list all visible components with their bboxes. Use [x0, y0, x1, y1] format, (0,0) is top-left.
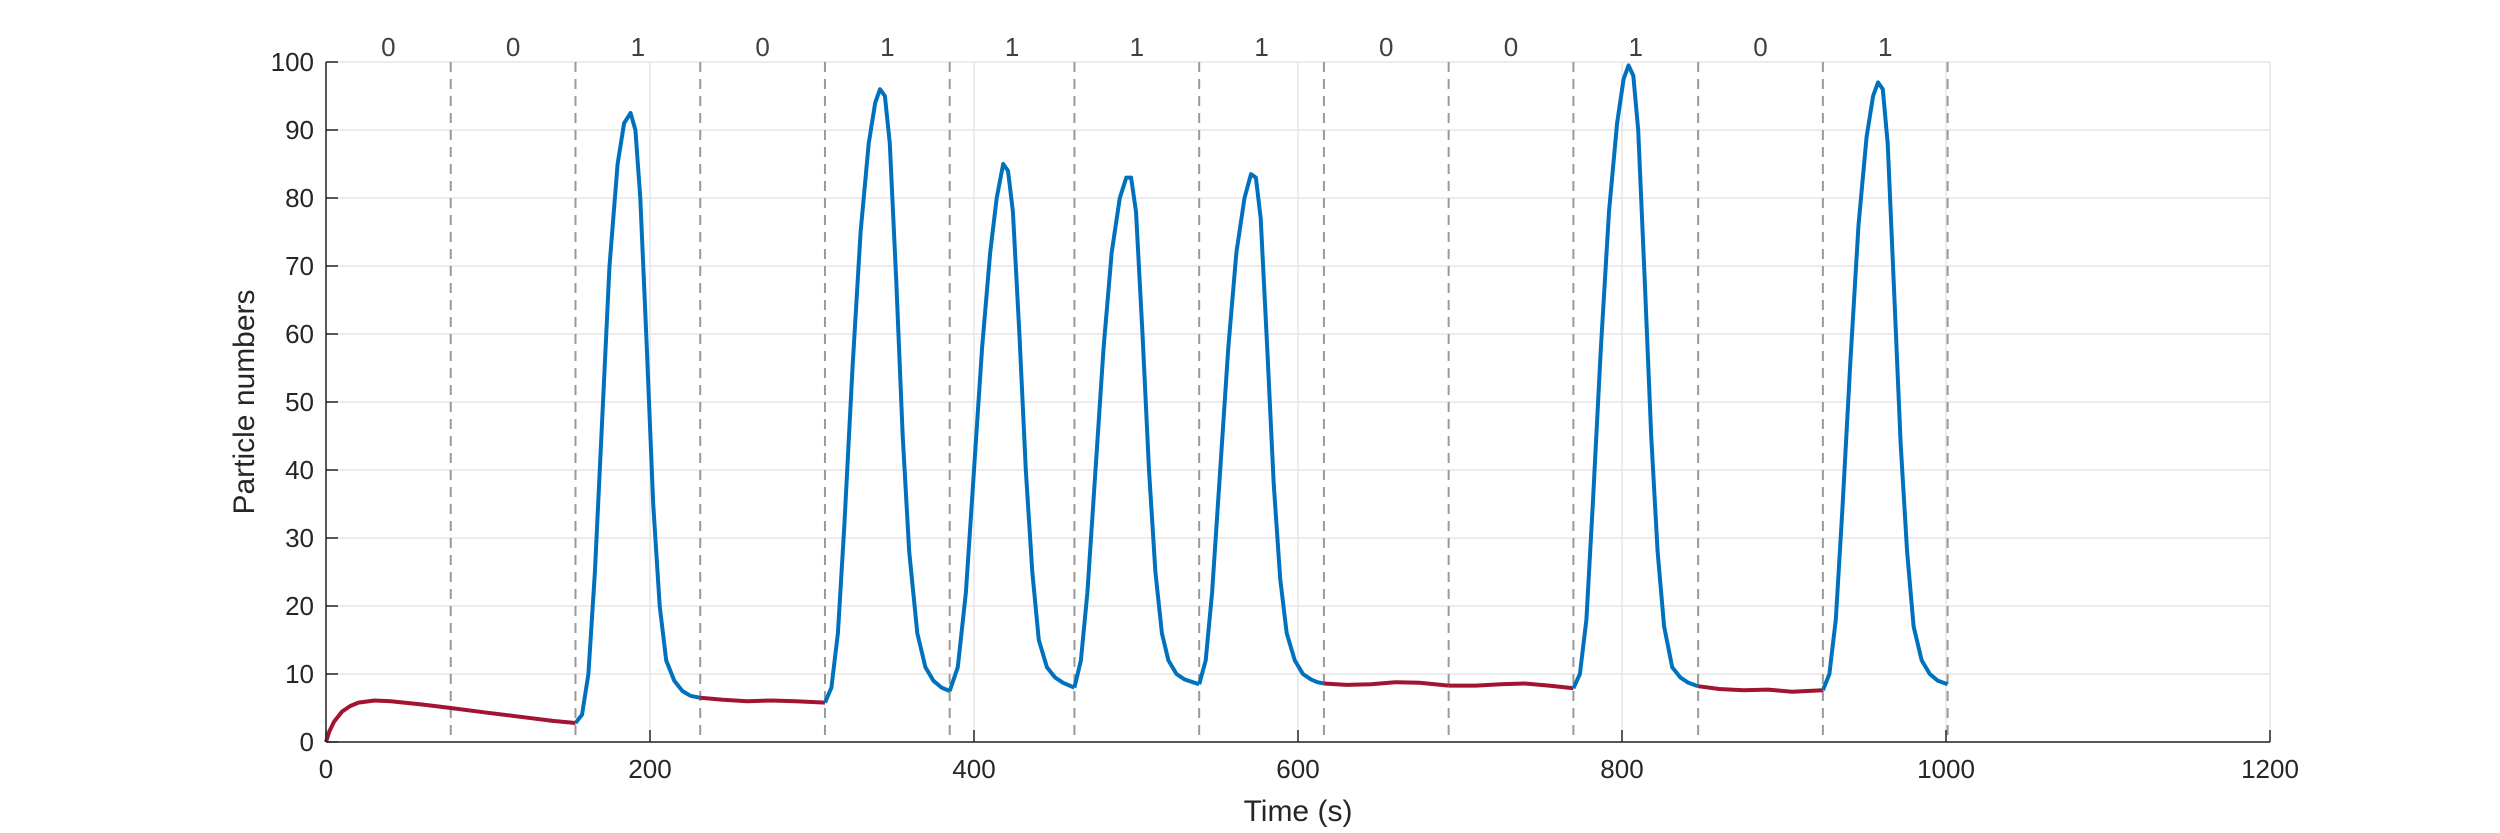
y-tick-label: 20 — [285, 591, 314, 621]
segment-bit-label: 0 — [506, 32, 520, 62]
y-tick-label: 40 — [285, 455, 314, 485]
y-tick-label: 80 — [285, 183, 314, 213]
y-tick-label: 70 — [285, 251, 314, 281]
segment-separator-layer — [449, 62, 1949, 742]
x-tick-label: 200 — [628, 754, 671, 784]
series-line-segment-11-bit-0 — [1697, 684, 1823, 694]
label-layer: 0 200 400 600 800 1000 12000102030405060708090… — [271, 32, 2299, 784]
series-line-segment-7-bit-1 — [1197, 172, 1325, 686]
x-tick-label: 400 — [952, 754, 995, 784]
series-line-segment-6-bit-1 — [1072, 175, 1200, 689]
segment-bit-label: 0 — [1753, 32, 1767, 62]
segment-bit-label: 1 — [631, 32, 645, 62]
y-tick-label: 30 — [285, 523, 314, 553]
y-tick-label: 10 — [285, 659, 314, 689]
y-axis-title: Particle numbers — [228, 289, 261, 514]
series-line-segment-9-bit-0 — [1448, 681, 1574, 691]
x-tick-label: 800 — [1600, 754, 1643, 784]
series-layer — [324, 63, 1949, 743]
series-line-segment-2-bit-1 — [573, 111, 701, 725]
segment-bit-label: 1 — [1629, 32, 1643, 62]
segment-bit-label: 0 — [755, 32, 769, 62]
x-tick-label: 0 — [319, 754, 333, 784]
y-tick-label: 50 — [285, 387, 314, 417]
segment-bit-label: 1 — [1254, 32, 1268, 62]
segment-bit-label: 0 — [1504, 32, 1518, 62]
series-line-segment-3-bit-0 — [700, 695, 826, 705]
series-line-segment-12-bit-1 — [1821, 80, 1949, 692]
series-line-segment-1-bit-0 — [324, 698, 576, 743]
segment-bit-label: 1 — [1878, 32, 1892, 62]
segment-bit-label: 0 — [381, 32, 395, 62]
axis-layer — [325, 61, 2271, 743]
y-tick-label: 0 — [300, 727, 314, 757]
series-line-segment-5-bit-1 — [947, 162, 1076, 692]
segment-bit-label: 1 — [1130, 32, 1144, 62]
series-line-segment-4-bit-1 — [823, 87, 951, 704]
x-tick-label: 1000 — [1917, 754, 1975, 784]
series-line-segment-10-bit-1 — [1571, 63, 1699, 690]
x-axis-title: Time (s) — [1244, 795, 1353, 828]
x-tick-label: 1200 — [2241, 754, 2299, 784]
segment-bit-label: 0 — [1379, 32, 1393, 62]
x-tick-label: 600 — [1276, 754, 1319, 784]
segment-bit-label: 1 — [1005, 32, 1019, 62]
series-line-segment-8-bit-0 — [1323, 680, 1449, 688]
y-tick-label: 60 — [285, 319, 314, 349]
y-tick-label: 100 — [271, 47, 314, 77]
segment-bit-label: 1 — [880, 32, 894, 62]
y-tick-label: 90 — [285, 115, 314, 145]
